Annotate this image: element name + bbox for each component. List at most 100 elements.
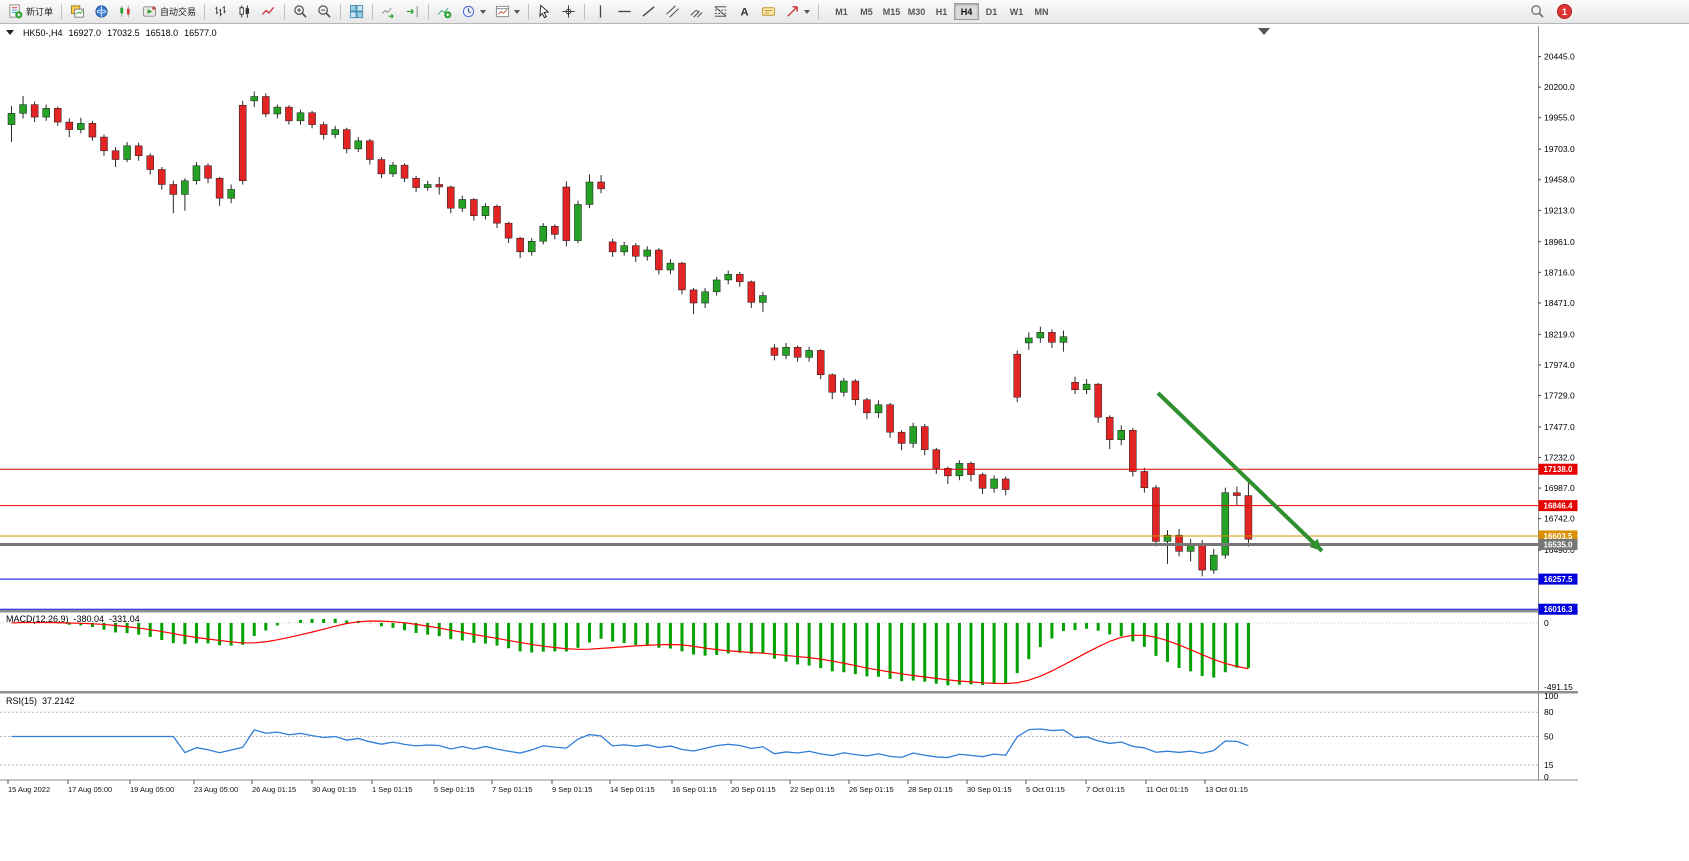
bar-chart-button[interactable] — [209, 1, 232, 22]
fibonacci-icon — [714, 6, 727, 17]
text-label-icon — [761, 7, 776, 16]
chevron-down-icon — [804, 9, 811, 14]
equidistant-channel-tool-button[interactable] — [661, 1, 684, 22]
timeframe-m15-button[interactable]: M15 — [882, 6, 901, 17]
trend-arrow-object[interactable] — [1156, 391, 1324, 553]
symbol-period-label: HK50-,H4 — [23, 28, 63, 38]
zoom-in-button[interactable] — [289, 1, 312, 22]
timeframe-m30-button[interactable]: M30 — [907, 6, 926, 17]
rsi-label-row: RSI(15) 37.2142 — [6, 696, 75, 706]
svg-text:16 Sep 01:15: 16 Sep 01:15 — [672, 785, 717, 794]
text-label-tool-button[interactable] — [757, 1, 780, 22]
svg-text:18961.0: 18961.0 — [1544, 237, 1575, 247]
notification-badge[interactable]: 1 — [1557, 4, 1572, 19]
timeframe-d1-button[interactable]: D1 — [985, 6, 998, 17]
crosshair-button[interactable] — [557, 1, 580, 22]
vertical-line-tool-button[interactable] — [589, 1, 612, 22]
horizontal-line-tool-button[interactable] — [613, 1, 636, 22]
profiles-button[interactable] — [90, 1, 113, 22]
horizontal-line-icon — [618, 10, 631, 13]
rsi-label: RSI(15) — [6, 696, 38, 706]
toolbar-separator — [372, 3, 374, 20]
auto-scroll-icon — [382, 7, 394, 19]
zoom-out-button[interactable] — [313, 1, 336, 22]
chart-windows-button[interactable] — [66, 1, 89, 22]
bar-chart-icon — [215, 5, 226, 17]
svg-text:16742.0: 16742.0 — [1544, 514, 1575, 524]
chart-header: HK50-,H4 16927.0 17032.5 16518.0 16577.0 — [6, 28, 217, 38]
chart-shift-marker[interactable] — [1258, 28, 1270, 35]
toolbar-separator — [818, 3, 820, 20]
svg-text:9 Sep 01:15: 9 Sep 01:15 — [552, 785, 592, 794]
auto-scroll-button[interactable] — [377, 1, 400, 22]
chart-shift-button[interactable] — [401, 1, 424, 22]
candlestick-series — [7, 91, 1253, 577]
svg-text:5 Oct 01:15: 5 Oct 01:15 — [1026, 785, 1065, 794]
macd-signal-value: -331.04 — [109, 614, 140, 624]
toolbar: 新订单 自动交易 — [0, 0, 1689, 24]
chart-window[interactable]: 0 -491.15 100 80 50 15 0 20445.0 20200.0 19955.… — [0, 24, 1689, 861]
timeframe-m1-button[interactable]: M1 — [835, 6, 848, 17]
periods-button[interactable] — [457, 1, 490, 22]
search-button[interactable] — [1526, 1, 1549, 22]
svg-text:16603.5: 16603.5 — [1544, 532, 1573, 541]
candlestick-chart-button[interactable] — [233, 1, 256, 22]
timeframe-m5-button[interactable]: M5 — [860, 6, 873, 17]
trendline-icon — [642, 6, 655, 17]
profiles-icon — [95, 5, 108, 18]
timeframe-h1-button[interactable]: H1 — [935, 6, 948, 17]
fibonacci-tool-button[interactable] — [709, 1, 732, 22]
high-value: 17032.5 — [107, 28, 140, 38]
text-tool-button[interactable]: A — [733, 1, 756, 22]
andrews-pitchfork-tool-button[interactable] — [685, 1, 708, 22]
svg-text:19458.0: 19458.0 — [1544, 175, 1575, 185]
trendline-tool-button[interactable] — [637, 1, 660, 22]
time-axis[interactable]: 15 Aug 2022 17 Aug 05:00 19 Aug 05:00 23 Au… — [7, 780, 1248, 794]
svg-text:16535.0: 16535.0 — [1544, 540, 1573, 549]
svg-text:17974.0: 17974.0 — [1544, 360, 1575, 370]
svg-text:13 Oct 01:15: 13 Oct 01:15 — [1205, 785, 1248, 794]
svg-text:20 Sep 01:15: 20 Sep 01:15 — [731, 785, 776, 794]
svg-text:15: 15 — [1544, 760, 1554, 770]
svg-text:100: 100 — [1544, 691, 1558, 701]
window-menu-icon[interactable] — [6, 30, 14, 35]
svg-text:26 Aug 01:15: 26 Aug 01:15 — [252, 785, 296, 794]
svg-text:17232.0: 17232.0 — [1544, 453, 1575, 463]
tile-windows-icon — [349, 4, 364, 19]
auto-trading-button[interactable]: 自动交易 — [138, 1, 200, 22]
cursor-button[interactable] — [533, 1, 556, 22]
tile-windows-button[interactable] — [345, 1, 368, 22]
svg-text:A: A — [740, 7, 748, 19]
line-chart-button[interactable] — [257, 1, 280, 22]
svg-text:14 Sep 01:15: 14 Sep 01:15 — [610, 785, 655, 794]
svg-text:19 Aug 05:00: 19 Aug 05:00 — [130, 785, 174, 794]
arrows-tool-button[interactable] — [781, 1, 814, 22]
low-value: 16518.0 — [145, 28, 179, 38]
svg-text:16846.4: 16846.4 — [1544, 502, 1573, 511]
chart-shift-icon — [406, 5, 418, 18]
rsi-indicator: 100 80 50 15 0 — [0, 691, 1558, 782]
horizontal-line-objects[interactable] — [0, 468, 1538, 610]
chart-canvas[interactable]: 0 -491.15 100 80 50 15 0 20445.0 20200.0 19955.… — [0, 24, 1689, 861]
svg-text:20200.0: 20200.0 — [1544, 82, 1575, 92]
svg-text:17138.0: 17138.0 — [1544, 465, 1573, 474]
svg-text:16987.0: 16987.0 — [1544, 483, 1575, 493]
toolbar-separator — [528, 3, 530, 20]
svg-text:28 Sep 01:15: 28 Sep 01:15 — [908, 785, 953, 794]
vertical-line-icon — [599, 5, 602, 18]
indicators-button[interactable] — [433, 1, 456, 22]
timeframe-mn-button[interactable]: MN — [1034, 6, 1049, 17]
svg-text:11 Oct 01:15: 11 Oct 01:15 — [1146, 785, 1188, 794]
svg-text:17477.0: 17477.0 — [1544, 422, 1575, 432]
chevron-down-icon — [514, 9, 521, 14]
macd-indicator: 0 -491.15 — [0, 618, 1573, 692]
price-axis[interactable]: 20445.0 20200.0 19955.0 19703.0 19458.0 19213… — [1538, 52, 1575, 556]
timeframe-w1-button[interactable]: W1 — [1009, 6, 1024, 17]
svg-text:23 Aug 05:00: 23 Aug 05:00 — [194, 785, 238, 794]
market-watch-button[interactable] — [114, 1, 137, 22]
templates-button[interactable] — [491, 1, 524, 22]
svg-text:22 Sep 01:15: 22 Sep 01:15 — [790, 785, 835, 794]
timeframe-h4-button[interactable]: H4 — [954, 3, 980, 20]
chevron-down-icon — [480, 9, 487, 14]
new-order-button[interactable]: 新订单 — [4, 1, 57, 22]
